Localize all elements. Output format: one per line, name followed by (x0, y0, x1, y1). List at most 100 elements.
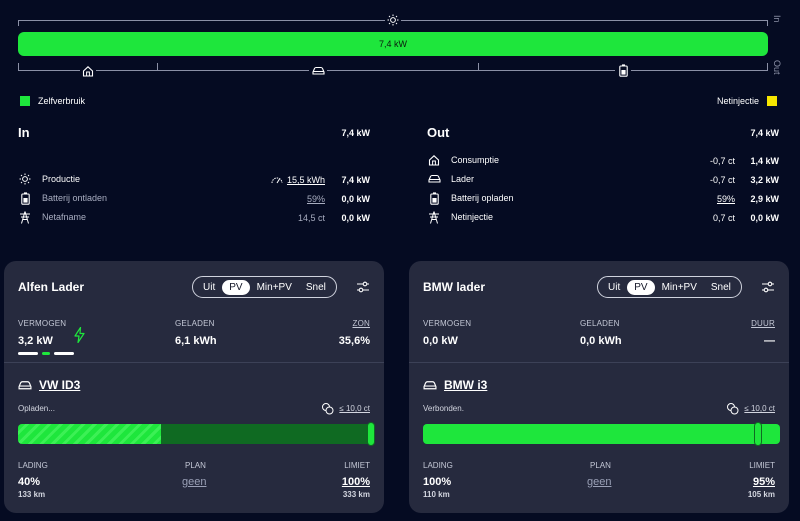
limit-range: 105 km (747, 490, 775, 499)
phase-bar-1 (18, 352, 38, 355)
out-row-charger: Lader (427, 172, 474, 186)
mode-off[interactable]: Uit (203, 281, 216, 293)
battery-soc-link[interactable]: 59% (306, 194, 325, 204)
phase-indicator (18, 352, 74, 355)
battery-icon (18, 191, 32, 205)
mode-pv[interactable]: PV (627, 279, 655, 295)
out-tick-4 (767, 63, 768, 70)
energy-bar: 7,4 kW (18, 32, 768, 56)
grid-export-power: 0,0 kW (750, 213, 779, 223)
price-limit-value[interactable]: ≤ 10,0 ct (339, 404, 370, 413)
in-bracket-left-tick (18, 20, 19, 26)
charger-price: -0,7 ct (709, 175, 735, 185)
price-limit[interactable]: ≤ 10,0 ct (726, 402, 775, 415)
lightning-icon (74, 327, 85, 343)
charged-label: GELADEN (175, 319, 215, 328)
charge-progress-track[interactable] (423, 424, 780, 444)
car-icon (18, 380, 32, 389)
out-tick-2 (157, 63, 158, 70)
in-row-production: Productie (18, 172, 80, 186)
settings-sliders-icon[interactable] (355, 279, 371, 295)
consumption-power: 1,4 kW (750, 156, 779, 166)
out-bracket (18, 70, 768, 71)
out-row-consumption: Consumptie (427, 153, 499, 167)
battery-charge-soc-link[interactable]: 59% (716, 194, 735, 204)
home-icon (427, 153, 441, 167)
power-pylon-icon (427, 210, 441, 224)
row-label: Netinjectie (451, 212, 494, 222)
out-tick-3 (478, 63, 479, 70)
out-edge-label: Out (772, 60, 782, 75)
coins-icon (727, 403, 739, 415)
in-bracket-right-tick (767, 20, 768, 26)
limit-range: 333 km (342, 490, 370, 499)
power-value: 0,0 kW (423, 335, 458, 347)
charger-title: Alfen Lader (18, 280, 85, 294)
limit-slider-handle[interactable] (754, 422, 763, 446)
price-limit-value[interactable]: ≤ 10,0 ct (744, 404, 775, 413)
soc-range: 110 km (423, 490, 450, 499)
phase-bar-2 (42, 352, 50, 355)
home-icon (80, 63, 96, 79)
plan-label: PLAN (185, 461, 206, 470)
charged-value: 6,1 kWh (175, 335, 217, 347)
grid-export-price: 0,7 ct (712, 213, 735, 223)
mode-min-pv[interactable]: Min+PV (256, 281, 292, 293)
mode-fast[interactable]: Snel (710, 281, 731, 293)
vehicle-selector[interactable]: VW ID3 (18, 378, 80, 392)
price-limit[interactable]: ≤ 10,0 ct (321, 402, 370, 415)
card-divider (409, 362, 789, 363)
mode-selector: Uit PV Min+PV Snel (192, 276, 337, 298)
charge-status: Opladen... (18, 404, 55, 413)
row-label: Productie (42, 174, 81, 184)
solar-share-label[interactable]: ZON (352, 319, 370, 328)
legend-grid-feed: Netinjectie (717, 96, 777, 106)
charge-progress-track[interactable] (18, 424, 375, 444)
out-title: Out (427, 125, 450, 140)
plan-link[interactable]: geen (587, 476, 612, 488)
duration-label[interactable]: DUUR (751, 319, 775, 328)
legend-grid-feed-label: Netinjectie (716, 96, 759, 106)
legend-green-swatch (20, 96, 30, 106)
soc-range: 133 km (18, 490, 46, 499)
mode-min-pv[interactable]: Min+PV (661, 281, 697, 293)
duration-value: — (764, 335, 775, 347)
in-total: 7,4 kW (341, 128, 370, 138)
production-energy[interactable]: 15,5 kWh (286, 175, 325, 185)
settings-sliders-icon[interactable] (760, 279, 776, 295)
vehicle-name[interactable]: VW ID3 (39, 378, 81, 392)
mode-selector: Uit PV Min+PV Snel (597, 276, 742, 298)
in-row-battery: Batterij ontladen (18, 191, 107, 205)
vehicle-selector[interactable]: BMW i3 (423, 378, 487, 392)
limit-value[interactable]: 95% (752, 476, 775, 488)
mode-pv[interactable]: PV (222, 279, 250, 295)
plan-label: PLAN (590, 461, 611, 470)
mode-fast[interactable]: Snel (305, 281, 326, 293)
out-row-grid: Netinjectie (427, 210, 493, 224)
phase-bar-3 (54, 352, 74, 355)
car-icon (427, 172, 441, 186)
in-edge-label: In (772, 15, 782, 23)
out-total: 7,4 kW (750, 128, 779, 138)
battery-icon (427, 191, 441, 205)
charger-card-bmw: BMW lader Uit PV Min+PV Snel VERMOGEN 0,… (409, 261, 789, 513)
production-power: 7,4 kW (341, 175, 370, 185)
vehicle-name[interactable]: BMW i3 (444, 378, 488, 392)
limit-slider-handle[interactable] (367, 422, 375, 446)
grid-price: 14,5 ct (297, 213, 325, 223)
consumption-price: -0,7 ct (709, 156, 735, 166)
mode-off[interactable]: Uit (608, 281, 621, 293)
battery-charge-power: 2,9 kW (750, 194, 779, 204)
charge-status: Verbonden. (423, 404, 464, 413)
charger-title: BMW lader (423, 280, 486, 294)
row-label: Lader (451, 174, 475, 184)
soc-value: 100% (423, 476, 452, 488)
limit-value[interactable]: 100% (341, 476, 370, 488)
row-label: Consumptie (451, 155, 500, 165)
plan-link[interactable]: geen (182, 476, 207, 488)
soc-value: 40% (18, 476, 41, 488)
charger-power: 3,2 kW (750, 175, 779, 185)
charged-label: GELADEN (580, 319, 620, 328)
production-today[interactable]: 15,5 kWh (250, 175, 325, 185)
soc-label: LADING (18, 461, 48, 470)
